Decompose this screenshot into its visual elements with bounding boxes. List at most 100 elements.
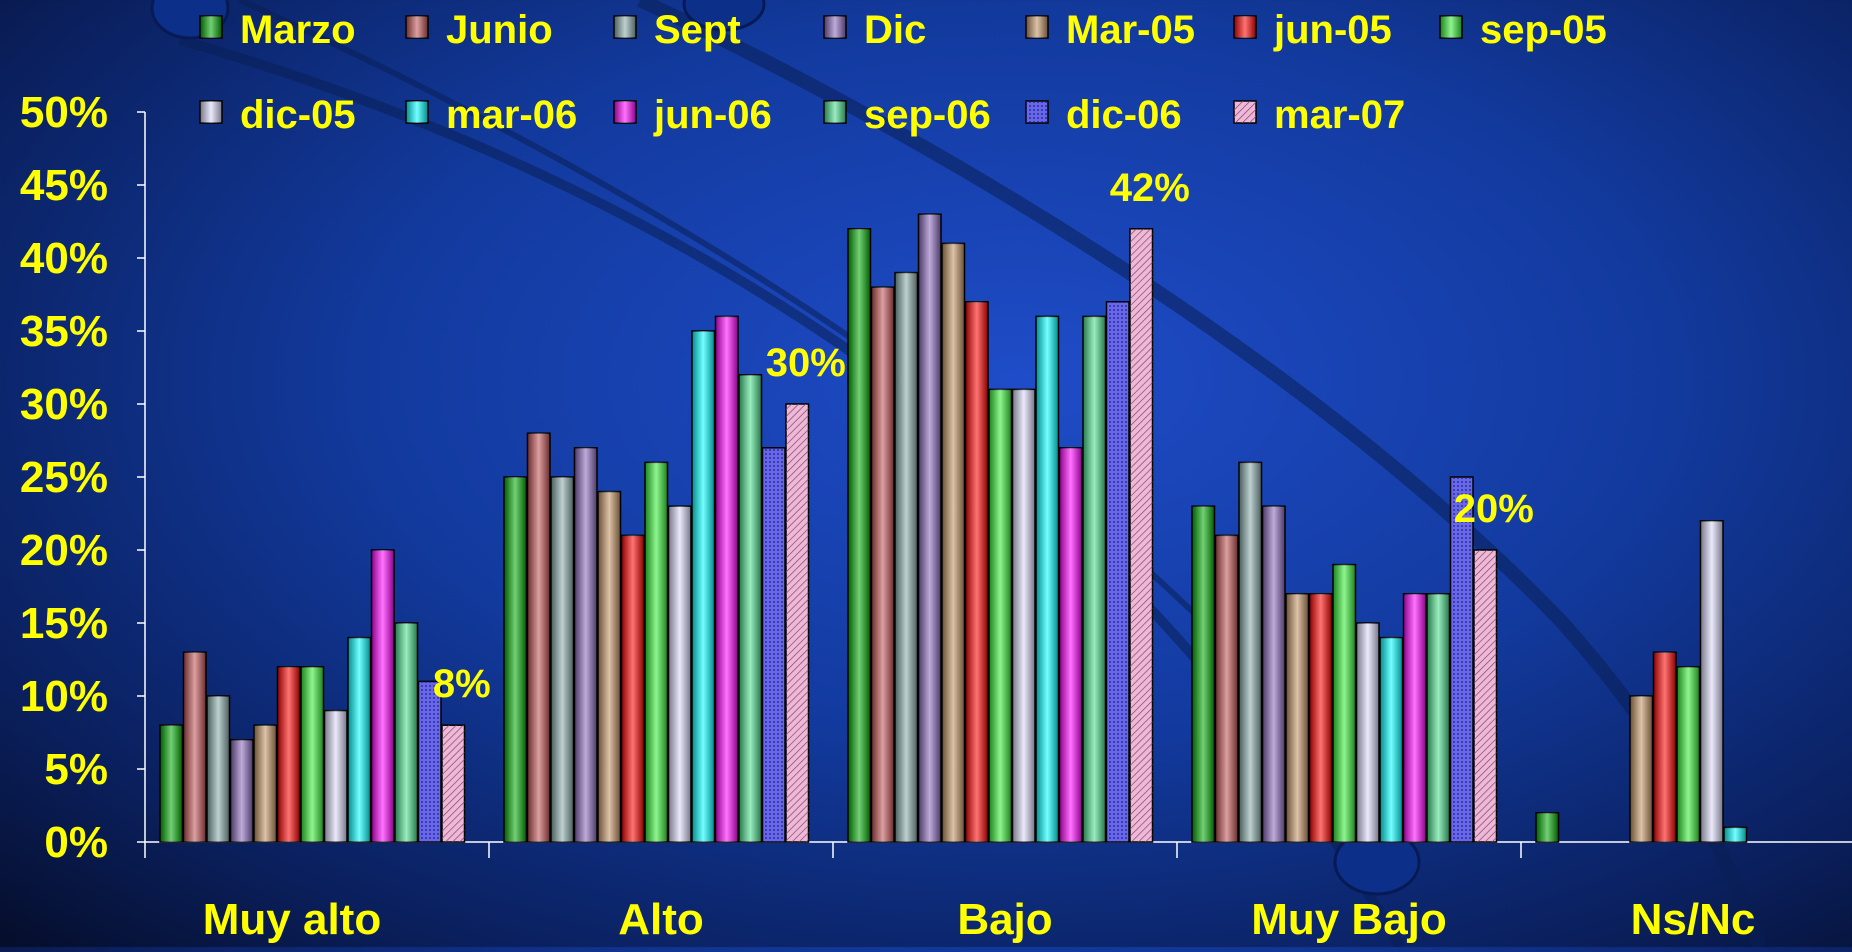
- y-tick-label: 10%: [20, 672, 108, 721]
- legend-item: Dic: [823, 8, 926, 52]
- bar-shading: [621, 535, 644, 842]
- bar-shading: [965, 301, 988, 842]
- legend-item: Marzo: [199, 8, 356, 52]
- y-tick-label: 45%: [20, 161, 108, 210]
- bar-shading: [1286, 593, 1309, 842]
- bar-shading: [598, 491, 621, 842]
- legend-label: Mar-05: [1066, 8, 1195, 52]
- bar-shading: [1239, 462, 1262, 842]
- bar-shading: [324, 710, 347, 842]
- bar-shading: [739, 374, 762, 842]
- y-tick-label: 35%: [20, 307, 108, 356]
- y-tick-label: 30%: [20, 380, 108, 429]
- legend-label: Junio: [446, 8, 553, 52]
- y-tick-label: 25%: [20, 453, 108, 502]
- legend-item: Sept: [613, 8, 741, 52]
- legend-label: jun-05: [1273, 8, 1392, 52]
- x-tick-label: Bajo: [957, 895, 1052, 944]
- bar-shading: [160, 725, 183, 842]
- bar-shading: [715, 316, 738, 842]
- bar-shading: [1700, 520, 1723, 842]
- bar-shading: [692, 331, 715, 842]
- legend-swatch-pattern: [1234, 101, 1256, 123]
- bar-shading: [989, 389, 1012, 842]
- data-label: 30%: [766, 341, 846, 385]
- legend-swatch-shading: [824, 16, 846, 38]
- bar-shading: [574, 447, 597, 842]
- bar-shading: [1036, 316, 1059, 842]
- bar-shading: [1380, 637, 1403, 842]
- y-tick-label: 50%: [20, 88, 108, 137]
- bar-pattern: [418, 681, 441, 842]
- bar-shading: [348, 637, 371, 842]
- bar-shading: [551, 477, 574, 842]
- bar-pattern: [786, 404, 809, 842]
- bar-shading: [942, 243, 965, 842]
- deco-orb: [682, 0, 766, 32]
- legend-label: Marzo: [240, 8, 356, 52]
- bar-shading: [504, 477, 527, 842]
- data-label: 20%: [1454, 487, 1534, 531]
- annotations: 8% 30% 42% 20%: [433, 166, 1534, 706]
- bar-shading: [645, 462, 668, 842]
- bar-shading: [895, 272, 918, 843]
- bar-shading: [1630, 696, 1653, 842]
- legend-label: sep-06: [864, 93, 991, 137]
- bar-shading: [1333, 564, 1356, 842]
- bar-shading: [254, 725, 277, 842]
- bar-shading: [1012, 389, 1035, 842]
- legend-swatch-shading: [1440, 16, 1462, 38]
- legend-item: Junio: [405, 8, 553, 52]
- bar-shading: [277, 666, 300, 842]
- bar-shading: [1083, 316, 1106, 842]
- legend-swatch-shading: [200, 101, 222, 123]
- legend-item: dic-05: [199, 93, 356, 137]
- bar-shading: [301, 666, 324, 842]
- bar-pattern: [1130, 228, 1153, 843]
- y-tick-label: 20%: [20, 526, 108, 575]
- bar-shading: [848, 228, 871, 843]
- legend: Marzo Junio Sept Dic Mar-05 jun-05 sep-05 dic-0…: [199, 8, 1607, 137]
- bar-shading: [1536, 812, 1559, 842]
- bar-shading: [1215, 535, 1238, 842]
- bar-shading: [1059, 447, 1082, 842]
- legend-label: dic-06: [1066, 93, 1182, 137]
- legend-item: mar-07: [1233, 93, 1405, 137]
- bar-pattern: [1106, 301, 1129, 842]
- legend-label: jun-06: [653, 93, 772, 137]
- bar-shading: [230, 739, 253, 842]
- bar-shading: [1677, 666, 1700, 842]
- legend-item: sep-06: [823, 93, 991, 137]
- bar-pattern: [762, 447, 785, 842]
- data-label: 42%: [1110, 166, 1190, 210]
- bar-shading: [1724, 827, 1747, 842]
- legend-swatch-shading: [824, 101, 846, 123]
- bar-shading: [668, 506, 691, 842]
- bar-pattern: [442, 725, 465, 842]
- bar-shading: [1309, 593, 1332, 842]
- bar-shading: [371, 550, 394, 842]
- legend-item: jun-06: [613, 93, 772, 137]
- x-tick-label: Alto: [618, 895, 704, 944]
- x-tick-label: Muy alto: [203, 895, 381, 944]
- legend-label: mar-07: [1274, 93, 1405, 137]
- legend-swatch-shading: [1234, 16, 1256, 38]
- x-tick-label: Muy Bajo: [1251, 895, 1447, 944]
- bar-shading: [183, 652, 206, 842]
- bar-pattern: [1474, 550, 1497, 842]
- legend-item: Mar-05: [1025, 8, 1195, 52]
- bar-pattern: [1450, 477, 1473, 842]
- legend-label: mar-06: [446, 93, 577, 137]
- bar-shading: [1427, 593, 1450, 842]
- bar-shading: [918, 214, 941, 842]
- y-tick-label: 0%: [44, 818, 108, 867]
- legend-swatch-shading: [200, 16, 222, 38]
- bar-shading: [527, 433, 550, 842]
- bar-shading: [871, 287, 894, 842]
- y-tick-label: 40%: [20, 234, 108, 283]
- bar-shading: [207, 696, 230, 842]
- legend-label: Dic: [864, 8, 926, 52]
- legend-swatch-shading: [614, 16, 636, 38]
